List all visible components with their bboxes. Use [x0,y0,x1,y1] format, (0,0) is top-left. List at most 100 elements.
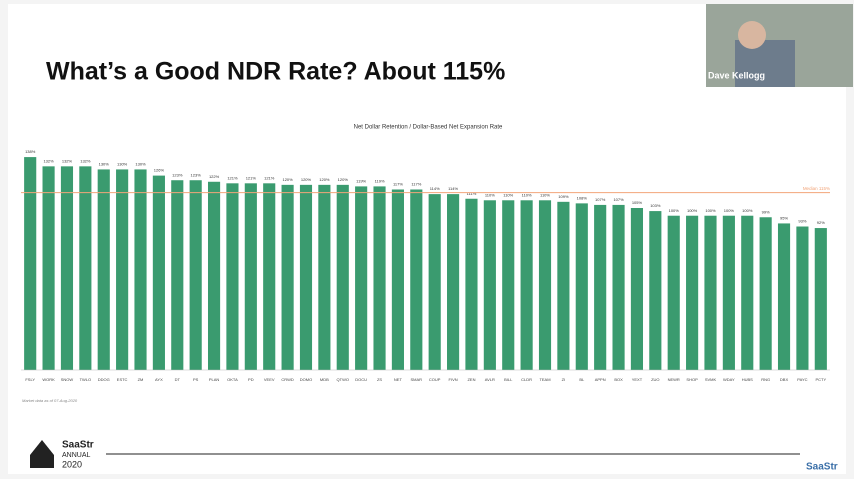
x-tick-label: WORK [42,377,55,382]
bar [152,175,165,370]
value-label: 123% [191,172,202,177]
x-tick-label: WDAY [723,377,735,382]
bar [447,194,460,370]
bar [171,180,184,370]
x-tick-label: DDOG [98,377,110,382]
bar [520,200,533,370]
value-label: 110% [503,192,513,197]
x-tick-label: DBX [780,377,789,382]
x-tick-label: PLAN [209,377,220,382]
bar [60,166,74,370]
value-label: 117% [411,182,421,187]
bar [575,203,588,370]
x-tick-label: APPN [595,377,606,382]
speaker-name: Dave Kellogg [708,70,765,80]
value-label: 100% [742,208,753,213]
bar [465,198,478,370]
x-tick-label: PCTY [815,377,826,382]
value-label: 108% [577,195,588,200]
x-tick-label: BL [579,377,585,382]
bar [189,180,202,370]
value-label: 110% [522,192,532,197]
bar [263,183,276,370]
bar [428,194,441,370]
bar [722,215,735,370]
value-label: 103% [650,203,661,208]
slide-title: What’s a Good NDR Rate? About 115% [46,58,505,86]
value-label: 120% [282,177,293,182]
value-label: 121% [227,175,238,180]
value-label: 121% [264,175,275,180]
x-tick-label: MDB [320,377,329,382]
x-tick-label: COUP [429,377,441,382]
bar [777,223,791,370]
bar [391,189,404,370]
x-tick-label: FSLY [25,377,35,382]
value-label: 105% [632,200,643,205]
x-tick-label: DOMO [300,377,312,382]
bar [244,183,257,370]
x-tick-label: SHOP [686,377,698,382]
bar [24,157,37,370]
value-label: 100% [669,208,680,213]
logo-year: 2020 [62,459,82,469]
bar [483,200,496,370]
x-tick-label: OKTA [227,377,238,382]
x-tick-label: VEEV [264,377,275,382]
value-label: 100% [724,208,735,213]
bar [79,166,92,370]
bar [355,186,368,370]
value-label: 100% [687,208,698,213]
x-tick-label: NEWR [668,377,680,382]
bar [649,211,662,370]
value-label: 93% [798,219,806,224]
x-tick-label: ZUO [651,377,659,382]
logo-sub: ANNUAL [62,452,91,459]
bar [318,184,331,370]
value-label: 126% [154,168,165,173]
value-label: 107% [613,197,624,202]
x-tick-label: ZM [138,377,144,382]
x-tick-label: FIVN [449,377,458,382]
x-tick-label: SNOW [61,377,74,382]
x-tick-label: ZEN [467,377,475,382]
webcam-face [738,21,766,49]
bar [796,226,809,370]
bar [686,215,699,370]
logo-text: SaaStr [62,440,94,451]
value-label: 130% [135,161,146,166]
bar [97,169,110,370]
bar [612,204,625,370]
value-label: 130% [117,161,128,166]
bar [226,183,239,370]
bar [134,169,147,370]
value-label: 114% [448,186,458,191]
bar [502,200,515,370]
x-tick-label: DOCU [355,377,367,382]
value-label: 119% [356,178,366,183]
x-tick-label: CRWD [281,377,293,382]
value-label: 122% [209,174,220,179]
bar [373,186,386,370]
value-label: 109% [558,194,569,199]
x-tick-label: NET [394,377,403,382]
median-label: Median 115% [803,186,830,191]
chart-note: Market data as of 07-Aug-2020 [22,398,78,403]
bar [538,200,552,370]
bar [42,166,55,370]
value-label: 120% [338,177,349,182]
x-tick-label: BILL [504,377,513,382]
chart-title: Net Dollar Retention / Dollar-Based Net … [354,125,503,131]
value-label: 100% [705,208,716,213]
bar [704,215,717,370]
bar [207,181,221,370]
x-tick-label: HUBS [742,377,753,382]
bar [410,189,423,370]
x-tick-label: PS [193,377,199,382]
logo-icon [30,440,54,468]
x-tick-label: BOX [614,377,623,382]
value-label: 121% [246,175,257,180]
webcam-person [735,40,795,87]
value-label: 132% [43,158,54,163]
